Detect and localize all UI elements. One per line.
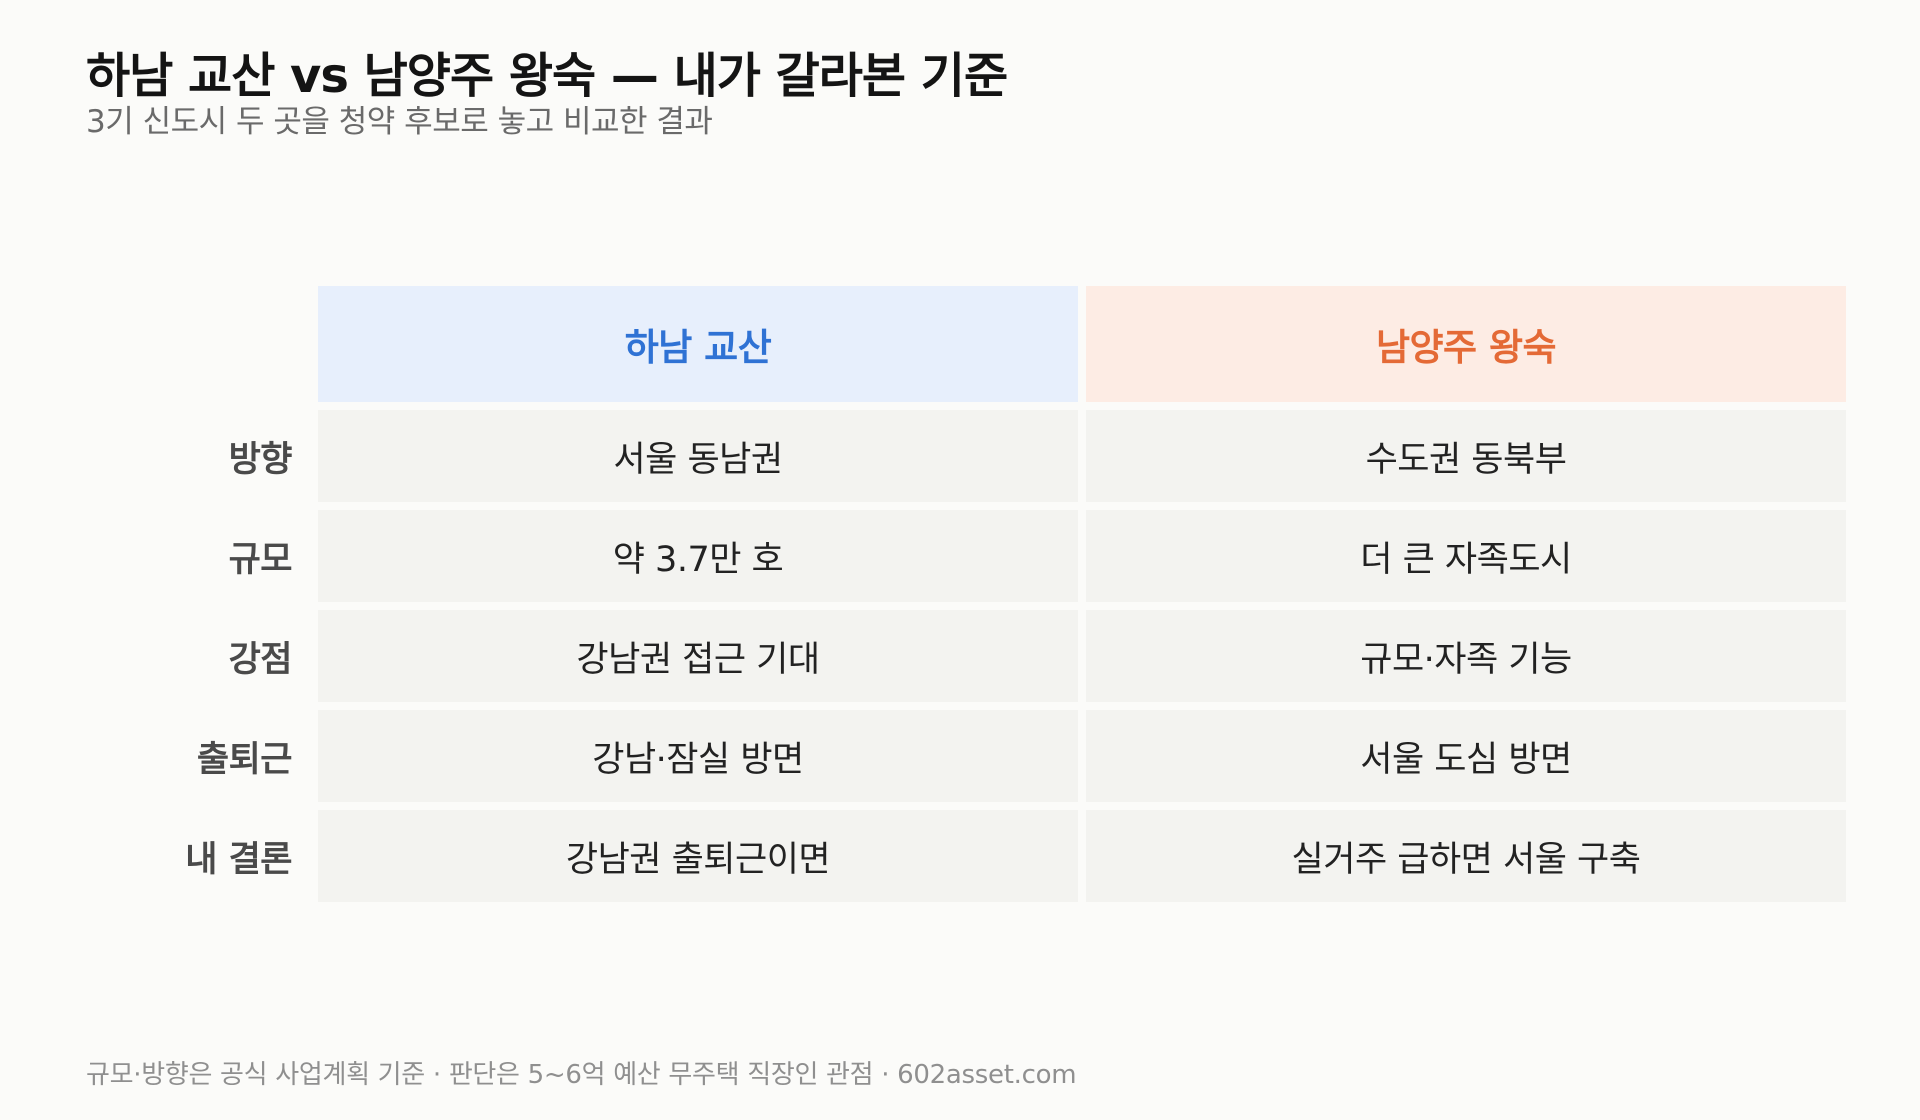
table-cell: 강남·잠실 방면 <box>318 710 1078 802</box>
comparison-table: 하남 교산 남양주 왕숙 방향 서울 동남권 수도권 동북부 규모 약 3.7만… <box>150 286 1846 902</box>
row-label-commute: 출퇴근 <box>196 739 293 780</box>
table-corner <box>150 286 310 402</box>
table-cell: 수도권 동북부 <box>1086 410 1846 502</box>
table-cell: 서울 동남권 <box>318 410 1078 502</box>
page-title: 하남 교산 vs 남양주 왕숙 — 내가 갈라본 기준 <box>86 48 1008 104</box>
row-label-strength: 강점 <box>228 639 293 680</box>
table-cell: 강남권 접근 기대 <box>318 610 1078 702</box>
table-cell: 약 3.7만 호 <box>318 510 1078 602</box>
row-label-scale: 규모 <box>228 539 293 580</box>
row-label-my-conclusion: 내 결론 <box>185 839 292 880</box>
row-label-direction: 방향 <box>228 439 293 480</box>
footer-note: 규모·방향은 공식 사업계획 기준 · 판단은 5~6억 예산 무주택 직장인 … <box>86 1060 1077 1090</box>
table-cell: 실거주 급하면 서울 구축 <box>1086 810 1846 902</box>
column-header-hanam-gyosan: 하남 교산 <box>318 286 1078 402</box>
table-cell: 규모·자족 기능 <box>1086 610 1846 702</box>
table-cell: 서울 도심 방면 <box>1086 710 1846 802</box>
table-cell: 강남권 출퇴근이면 <box>318 810 1078 902</box>
column-header-namyangju-wangsuk: 남양주 왕숙 <box>1086 286 1846 402</box>
page-subtitle: 3기 신도시 두 곳을 청약 후보로 놓고 비교한 결과 <box>86 104 713 140</box>
table-cell: 더 큰 자족도시 <box>1086 510 1846 602</box>
